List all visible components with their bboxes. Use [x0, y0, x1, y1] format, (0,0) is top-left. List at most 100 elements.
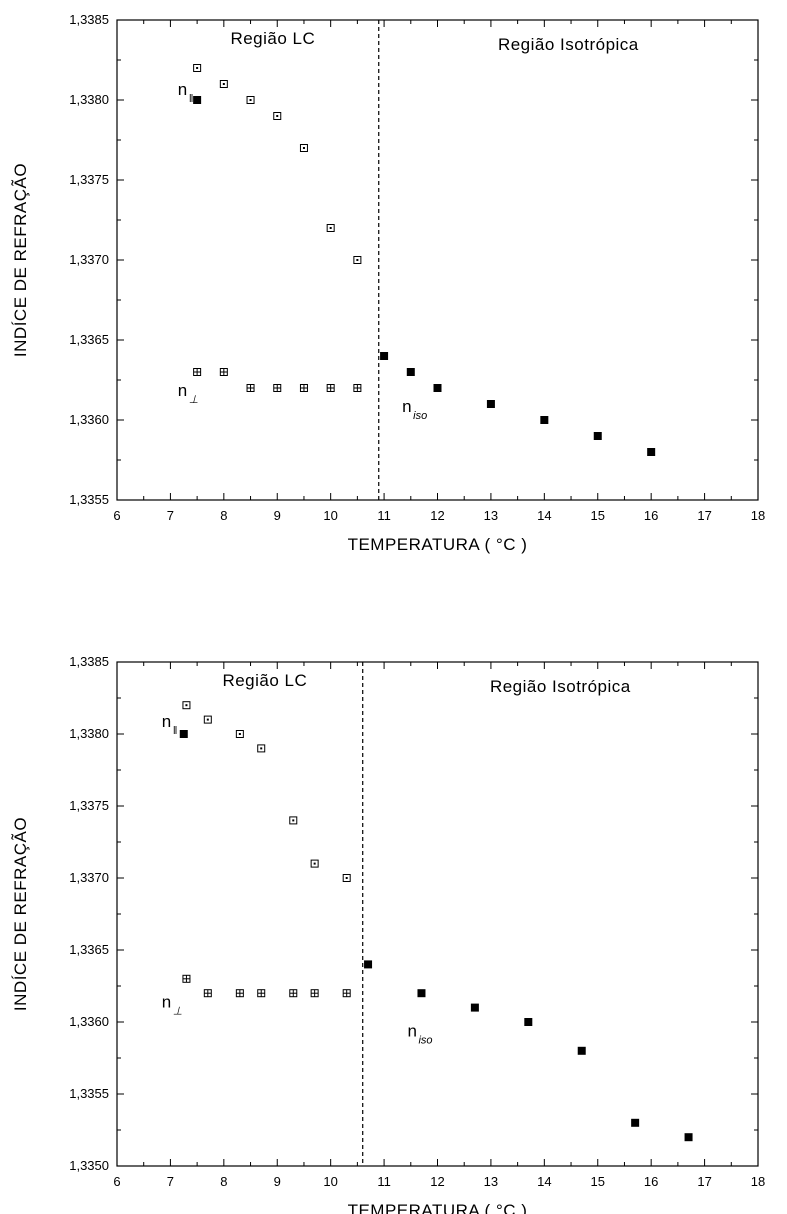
plot-frame: [116, 19, 759, 501]
data-point-filled-square: [406, 368, 415, 376]
y-tick-label: 1,3380: [69, 726, 109, 741]
data-point-crossed-square: [342, 989, 351, 998]
data-point-filled-square: [417, 989, 426, 998]
data-point-open-square: [342, 874, 351, 882]
x-tick-label: 15: [591, 508, 605, 523]
data-point-crossed-square: [289, 989, 298, 998]
chart-top: 6 7 8 9 10 11 12 13 14 15 16 17 18 1,3355 1,3360 1,3365…: [0, 0, 787, 600]
x-tick-label: 15: [591, 1174, 605, 1189]
x-tick-label: 18: [751, 1174, 765, 1189]
x-tick-label: 11: [377, 1174, 391, 1189]
annotation-n: n: [402, 397, 411, 416]
data-point-open-square: [203, 715, 212, 724]
x-tick-label: 18: [751, 508, 765, 523]
data-point-crossed-square: [182, 974, 191, 983]
y-tick-label: 1,3385: [69, 12, 109, 27]
region-lc-label: Região LC: [222, 671, 307, 690]
annotation-n: n: [407, 1021, 416, 1040]
x-tick-label: 17: [697, 508, 711, 523]
x-tick-label: 11: [377, 508, 391, 523]
y-tick-label: 1,3375: [69, 798, 109, 813]
data-point-open-square: [326, 224, 335, 232]
y-tick-label: 1,3365: [69, 942, 109, 957]
x-tick-label: 16: [644, 508, 658, 523]
data-point-crossed-square: [326, 384, 335, 392]
data-point-open-square: [219, 80, 228, 88]
y-tick-label: 1,3370: [69, 252, 109, 267]
annotation-subscript: ⊥: [173, 1006, 183, 1018]
y-axis-label: INDÍCE DE REFRAÇÃO: [11, 163, 30, 357]
data-point-open-square: [273, 112, 282, 120]
data-point-filled-square: [631, 1118, 640, 1127]
annotation-n-parallel: n ‖: [178, 80, 194, 105]
annotation-n: n: [162, 993, 171, 1012]
x-tick-label: 6: [113, 508, 120, 523]
data-point-filled-square: [593, 432, 602, 440]
y-tick-label: 1,3380: [69, 92, 109, 107]
x-tick-label: 14: [537, 508, 551, 523]
data-point-filled-square: [486, 400, 495, 408]
x-axis-label: TEMPERATURA ( °C ): [348, 1201, 528, 1214]
y-tick-label: 1,3355: [69, 1086, 109, 1101]
x-tick-label: 12: [430, 1174, 444, 1189]
data-point-filled-square: [433, 384, 442, 392]
data-point-crossed-square: [193, 368, 202, 376]
annotation-n-perp: n ⊥: [178, 381, 199, 406]
y-tick-label: 1,3365: [69, 332, 109, 347]
annotation-n: n: [178, 381, 187, 400]
data-point-filled-square: [470, 1003, 479, 1012]
y-tick-label: 1,3360: [69, 1014, 109, 1029]
data-point-filled-square: [380, 352, 389, 360]
annotation-n: n: [178, 80, 187, 99]
annotation-n-iso: n iso: [402, 397, 427, 422]
data-point-crossed-square: [310, 989, 319, 998]
data-point-crossed-square: [203, 989, 212, 998]
annotation-subscript: ⊥: [189, 394, 199, 406]
y-tick-label: 1,3350: [69, 1158, 109, 1173]
region-iso-label: Região Isotrópica: [498, 35, 639, 54]
y-tick-label: 1,3360: [69, 412, 109, 427]
data-point-filled-square: [540, 416, 549, 424]
x-tick-label: 17: [697, 1174, 711, 1189]
annotation-subscript: iso: [413, 410, 427, 422]
x-tick-label: 9: [274, 1174, 281, 1189]
data-point-filled-square: [577, 1046, 586, 1055]
data-point-open-square: [353, 256, 362, 264]
x-tick-label: 8: [220, 508, 227, 523]
annotation-subscript: ‖: [173, 725, 178, 737]
data-point-crossed-square: [219, 368, 228, 376]
data-point-crossed-square: [353, 384, 362, 392]
data-point-filled-square: [364, 960, 373, 969]
data-point-open-square: [193, 64, 202, 72]
x-tick-label: 13: [484, 508, 498, 523]
refraction-index-chart-bottom: 6 7 8 9 10 11 12 13 14 15 16 17 18 1,3350 1,3355 1,3360…: [11, 654, 765, 1214]
data-point-open-square: [289, 816, 298, 825]
data-point-open-square: [246, 96, 255, 104]
data-point-filled-square: [647, 448, 656, 456]
x-tick-label: 7: [167, 508, 174, 523]
y-tick-label: 1,3370: [69, 870, 109, 885]
chart-bottom: 6 7 8 9 10 11 12 13 14 15 16 17 18 1,3350 1,3355 1,3360…: [0, 614, 787, 1214]
y-tick-label: 1,3385: [69, 654, 109, 669]
x-tick-label: 9: [274, 508, 281, 523]
data-point-crossed-square: [273, 384, 282, 392]
annotation-n-iso: n iso: [407, 1021, 432, 1046]
data-point-open-square: [235, 730, 244, 738]
x-tick-label: 13: [484, 1174, 498, 1189]
x-tick-label: 12: [430, 508, 444, 523]
y-tick-label: 1,3355: [69, 492, 109, 507]
x-tick-label: 8: [220, 1174, 227, 1189]
data-point-filled-square: [684, 1133, 693, 1142]
annotation-n-perp: n ⊥: [162, 993, 183, 1018]
annotation-subscript: ‖: [189, 93, 194, 105]
data-point-open-square: [257, 744, 266, 753]
x-tick-label: 10: [323, 1174, 337, 1189]
refraction-index-chart-top: 6 7 8 9 10 11 12 13 14 15 16 17 18 1,3355 1,3360 1,3365…: [11, 12, 765, 554]
data-point-crossed-square: [246, 384, 255, 392]
annotation-subscript: iso: [418, 1034, 432, 1046]
plot-frame: [116, 661, 759, 1167]
annotation-n: n: [162, 712, 171, 731]
x-tick-label: 16: [644, 1174, 658, 1189]
x-axis-label: TEMPERATURA ( °C ): [348, 535, 528, 554]
region-iso-label: Região Isotrópica: [490, 677, 631, 696]
